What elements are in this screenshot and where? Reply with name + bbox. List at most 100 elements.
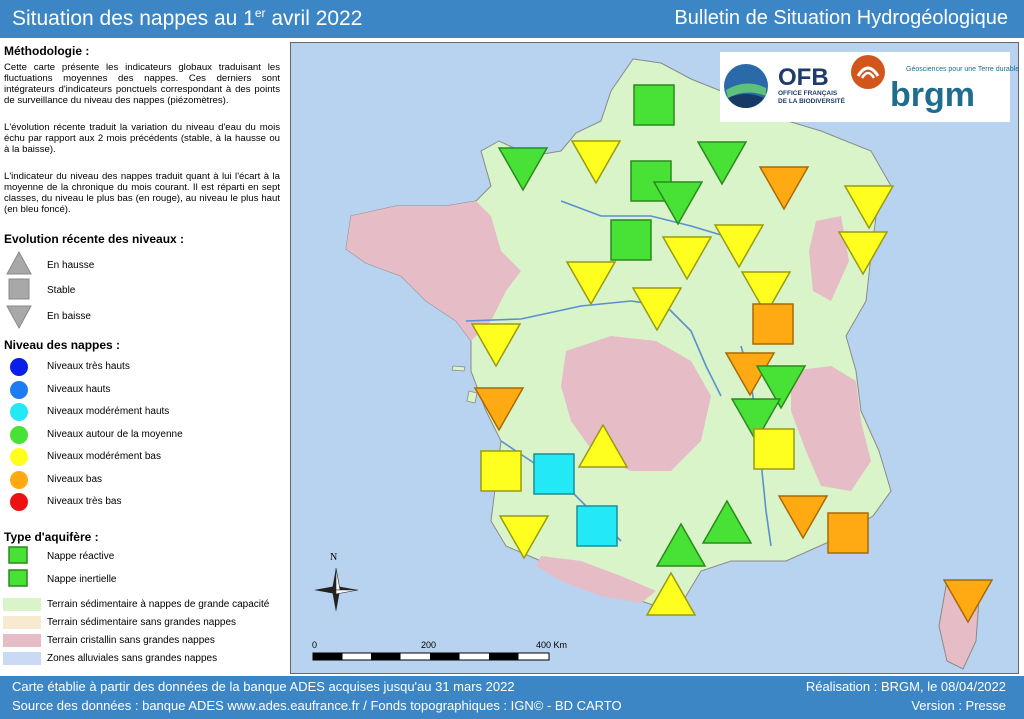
falling-level-triangle xyxy=(755,365,807,410)
pyrenees xyxy=(536,556,656,603)
methodology-paragraph-2: L'évolution récente traduit la variation… xyxy=(4,122,280,155)
terrain-swatch xyxy=(3,598,41,611)
levels-title: Niveau des nappes : xyxy=(4,338,121,352)
falling-level-triangle xyxy=(565,261,617,306)
falling-level-triangle xyxy=(777,495,829,540)
evolution-rising-label: En hausse xyxy=(47,260,95,271)
level-label: Niveaux modérément bas xyxy=(47,451,161,462)
terrain-label: Zones alluviales sans grandes nappes xyxy=(47,653,218,664)
stable-level-square xyxy=(533,453,575,495)
terrain-swatch xyxy=(3,634,41,647)
level-swatch-icon xyxy=(10,425,28,444)
stable-level-square xyxy=(633,84,675,126)
evolution-stable-label: Stable xyxy=(47,285,76,296)
terrain-swatch xyxy=(3,652,41,665)
falling-level-triangle xyxy=(713,224,765,269)
ofb-logo-subtitle: OFFICE FRANÇAIS DE LA BIODIVERSITÉ xyxy=(778,90,845,105)
scale-bar xyxy=(312,652,550,661)
level-label: Niveaux hauts xyxy=(47,383,111,395)
falling-level-triangle xyxy=(758,166,810,211)
footer-bar: Carte établie à partir des données de la… xyxy=(0,676,1024,719)
map-frame xyxy=(290,42,1019,674)
level-swatch-icon xyxy=(10,403,28,421)
level-label: Niveaux très hauts xyxy=(47,361,130,372)
scale-label-200: 200 xyxy=(421,640,437,650)
vosges xyxy=(809,216,849,301)
falling-level-triangle xyxy=(570,140,622,185)
credit-note: Réalisation : BRGM, le 08/04/2022 xyxy=(805,679,1006,694)
evolution-symbols xyxy=(6,250,32,330)
alps xyxy=(791,366,871,491)
falling-level-triangle xyxy=(661,236,713,281)
terrain-label: Terrain sédimentaire à nappes de grande … xyxy=(47,599,270,610)
falling-level-triangle xyxy=(498,515,550,560)
data-source-note: Source des données : banque ADES www.ade… xyxy=(12,698,622,713)
reactive-aquifer-icon xyxy=(8,546,28,564)
level-swatch-icon xyxy=(10,493,28,511)
legend-panel: Méthodologie : Cette carte présente les … xyxy=(0,38,288,676)
north-label: N xyxy=(330,552,338,563)
falling-triangle-icon xyxy=(6,305,32,330)
ofb-globe-logo xyxy=(724,64,768,108)
evolution-title: Evolution récente des niveaux : xyxy=(4,232,185,246)
inertial-aquifer-icon xyxy=(8,569,28,587)
seine-river xyxy=(560,200,742,242)
stable-level-square xyxy=(753,428,795,470)
level-swatch-icon xyxy=(10,358,28,376)
falling-level-triangle xyxy=(473,387,525,432)
level-label: Niveaux modérément hauts xyxy=(47,406,170,417)
methodology-title: Méthodologie : xyxy=(4,44,90,58)
falling-level-triangle xyxy=(652,181,704,226)
data-date-note: Carte établie à partir des données de la… xyxy=(12,679,515,694)
level-label: Niveaux très bas xyxy=(47,496,122,507)
level-swatch-icon xyxy=(10,380,28,399)
methodology-paragraph-3: L'indicateur du niveau des nappes tradui… xyxy=(4,171,280,215)
falling-level-triangle xyxy=(942,579,994,624)
brgm-emblem-logo xyxy=(851,55,885,89)
compass-rose-icon xyxy=(314,567,359,612)
aquifer-reactive-label: Nappe réactive xyxy=(47,551,115,562)
falling-level-triangle xyxy=(837,231,889,276)
stable-level-square xyxy=(576,505,618,547)
massif-armoricain xyxy=(346,201,521,341)
methodology-paragraph-1: Cette carte présente les indicateurs glo… xyxy=(4,62,280,106)
terrain-label: Terrain cristallin sans grandes nappes xyxy=(47,635,215,646)
level-label: Niveaux bas xyxy=(47,473,103,485)
rising-level-triangle xyxy=(655,522,707,567)
island-oleron xyxy=(466,390,478,404)
aquifer-symbols xyxy=(8,546,28,587)
ofb-logo-text: OFB xyxy=(778,64,829,91)
terrain-label: Terrain sédimentaire sans grandes nappes xyxy=(47,617,236,628)
version-note: Version : Presse xyxy=(911,698,1006,713)
header-bar: Situation des nappes au 1er avril 2022 B… xyxy=(0,0,1024,38)
aquifer-inertial-label: Nappe inertielle xyxy=(47,574,117,585)
level-swatch-icon xyxy=(10,448,28,466)
stable-square-icon xyxy=(8,278,30,300)
falling-level-triangle xyxy=(696,141,748,186)
rising-level-triangle xyxy=(645,571,697,616)
brgm-tagline: Géosciences pour une Terre durable xyxy=(906,66,1020,73)
scale-label-400: 400 Km xyxy=(536,640,568,650)
level-swatch-icon xyxy=(10,470,28,489)
falling-level-triangle xyxy=(631,287,683,332)
falling-level-triangle xyxy=(740,271,792,316)
brgm-logo-text: brgm xyxy=(890,76,975,114)
terrain-swatch xyxy=(3,616,41,629)
stable-level-square xyxy=(610,219,652,261)
island-re xyxy=(451,365,466,372)
stable-level-square xyxy=(827,512,869,554)
rising-triangle-icon xyxy=(6,250,32,275)
france-map xyxy=(345,58,994,670)
evolution-falling-label: En baisse xyxy=(47,311,91,322)
stable-level-square xyxy=(752,303,794,345)
rising-level-triangle xyxy=(701,499,753,544)
scale-label-0: 0 xyxy=(312,640,318,650)
falling-level-triangle xyxy=(497,147,549,192)
falling-level-triangle xyxy=(470,323,522,368)
falling-level-triangle xyxy=(730,398,782,443)
aquifer-indicator-layer xyxy=(470,84,994,624)
falling-level-triangle xyxy=(843,185,895,230)
stable-level-square xyxy=(480,450,522,492)
level-label: Niveaux autour de la moyenne xyxy=(47,428,183,440)
map-title: Situation des nappes au 1er avril 2022 xyxy=(12,6,363,30)
